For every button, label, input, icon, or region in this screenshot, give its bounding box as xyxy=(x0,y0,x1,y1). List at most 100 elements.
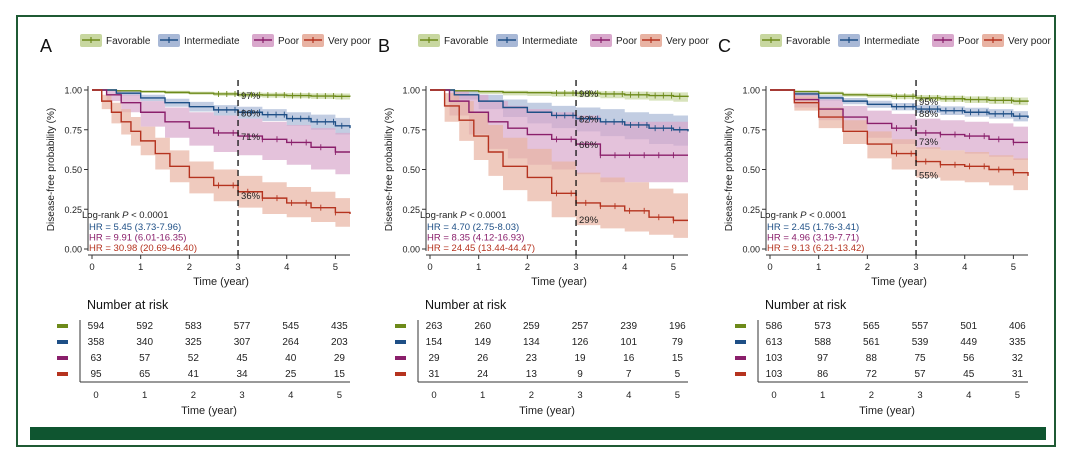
risk-count: 13 xyxy=(526,369,538,380)
ci-band xyxy=(92,90,350,229)
risk-count: 203 xyxy=(331,337,348,348)
legend-label: Intermediate xyxy=(184,36,240,47)
risk-count: 545 xyxy=(282,321,299,332)
panel-letter: A xyxy=(40,36,52,56)
risk-count: 406 xyxy=(1009,321,1026,332)
legend-label: Favorable xyxy=(786,36,831,47)
milestone-label: 29% xyxy=(579,215,599,226)
y-tick-label: 0.00 xyxy=(742,245,760,255)
risk-x-tick-label: 1 xyxy=(142,390,147,401)
y-tick-label: 0.50 xyxy=(742,165,760,175)
milestone-label: 88% xyxy=(919,109,939,120)
risk-count: 29 xyxy=(428,353,440,364)
risk-count: 325 xyxy=(185,337,202,348)
risk-count: 26 xyxy=(477,353,489,364)
risk-count: 588 xyxy=(814,337,831,348)
risk-count: 24 xyxy=(477,369,489,380)
legend-label: Very poor xyxy=(328,36,371,47)
ci-band xyxy=(430,90,688,103)
risk-count: 501 xyxy=(960,321,977,332)
risk-count: 149 xyxy=(474,337,491,348)
panel-c: C Favorable Intermediate Poor Very poor 0.00 0… xyxy=(718,34,1051,417)
x-tick-label: 3 xyxy=(913,262,918,273)
hr-text: HR = 4.70 (2.75-8.03) xyxy=(427,222,519,233)
legend-label: Intermediate xyxy=(522,36,578,47)
milestone-label: 97% xyxy=(241,91,261,102)
risk-x-tick-label: 3 xyxy=(917,390,922,401)
risk-count: 45 xyxy=(963,369,975,380)
milestone-label: 73% xyxy=(919,137,939,148)
y-tick-label: 1.00 xyxy=(402,86,420,96)
risk-count: 75 xyxy=(914,353,926,364)
risk-count: 19 xyxy=(574,353,586,364)
risk-count: 613 xyxy=(766,337,783,348)
risk-count: 573 xyxy=(814,321,831,332)
risk-x-tick-label: 2 xyxy=(191,390,196,401)
risk-row-swatch xyxy=(395,372,406,376)
risk-count: 57 xyxy=(914,369,926,380)
risk-count: 95 xyxy=(90,369,102,380)
panel-a: A Favorable Intermediate Poor Very poor 0.00 0… xyxy=(40,34,371,417)
risk-count: 259 xyxy=(523,321,540,332)
survival-curve xyxy=(430,89,688,222)
risk-row-swatch xyxy=(395,340,406,344)
milestone-label: 86% xyxy=(241,108,261,119)
risk-count: 79 xyxy=(672,337,684,348)
risk-x-tick-label: 1 xyxy=(480,390,485,401)
legend-label: Very poor xyxy=(666,36,709,47)
risk-count: 577 xyxy=(234,321,251,332)
risk-x-label: Time (year) xyxy=(519,405,575,417)
ci-band xyxy=(770,90,1028,107)
risk-count: 263 xyxy=(426,321,443,332)
risk-count: 586 xyxy=(766,321,783,332)
risk-count: 97 xyxy=(817,353,829,364)
x-tick-label: 0 xyxy=(427,262,432,273)
risk-x-tick-label: 4 xyxy=(966,390,971,401)
risk-x-tick-label: 3 xyxy=(239,390,244,401)
risk-count: 592 xyxy=(136,321,153,332)
risk-count: 32 xyxy=(1012,353,1024,364)
milestone-label: 82% xyxy=(579,115,599,126)
risk-count: 264 xyxy=(282,337,299,348)
y-tick-label: 0.75 xyxy=(742,125,760,135)
risk-count: 594 xyxy=(88,321,105,332)
survival-curve xyxy=(92,89,351,129)
x-tick-label: 4 xyxy=(622,262,627,273)
x-tick-label: 0 xyxy=(767,262,772,273)
risk-count: 7 xyxy=(626,369,632,380)
y-axis-label: Disease-free probability (%) xyxy=(384,108,395,231)
risk-x-tick-label: 0 xyxy=(431,390,436,401)
survival-curve xyxy=(770,89,1029,102)
logrank-text: Log-rank P < 0.0001 xyxy=(420,210,506,221)
risk-count: 88 xyxy=(866,353,878,364)
risk-count: 65 xyxy=(139,369,151,380)
x-tick-label: 1 xyxy=(816,262,821,273)
risk-count: 86 xyxy=(817,369,829,380)
milestone-label: 98% xyxy=(579,89,599,100)
milestone-label: 71% xyxy=(241,132,261,143)
y-tick-label: 0.75 xyxy=(402,125,420,135)
hr-text: HR = 4.96 (3.19-7.71) xyxy=(767,233,859,244)
risk-row-swatch xyxy=(735,340,746,344)
logrank-text: Log-rank P < 0.0001 xyxy=(760,210,846,221)
hr-text: HR = 2.45 (1.76-3.41) xyxy=(767,222,859,233)
ci-band xyxy=(430,90,688,183)
risk-row-swatch xyxy=(735,324,746,328)
legend-label: Poor xyxy=(958,36,980,47)
risk-count: 52 xyxy=(188,353,200,364)
y-tick-label: 0.25 xyxy=(402,205,420,215)
risk-count: 435 xyxy=(331,321,348,332)
panel-b: B Favorable Intermediate Poor Very poor 0.00 0… xyxy=(378,34,709,417)
risk-title: Number at risk xyxy=(87,298,169,312)
y-tick-label: 0.50 xyxy=(64,165,82,175)
x-tick-label: 4 xyxy=(962,262,967,273)
x-tick-label: 0 xyxy=(89,262,94,273)
survival-curve xyxy=(430,89,688,156)
x-tick-label: 3 xyxy=(573,262,578,273)
risk-x-tick-label: 5 xyxy=(1015,390,1020,401)
survival-curve xyxy=(92,89,350,153)
y-tick-label: 0.50 xyxy=(402,165,420,175)
x-tick-label: 5 xyxy=(671,262,676,273)
risk-count: 23 xyxy=(526,353,538,364)
y-tick-label: 0.75 xyxy=(64,125,82,135)
